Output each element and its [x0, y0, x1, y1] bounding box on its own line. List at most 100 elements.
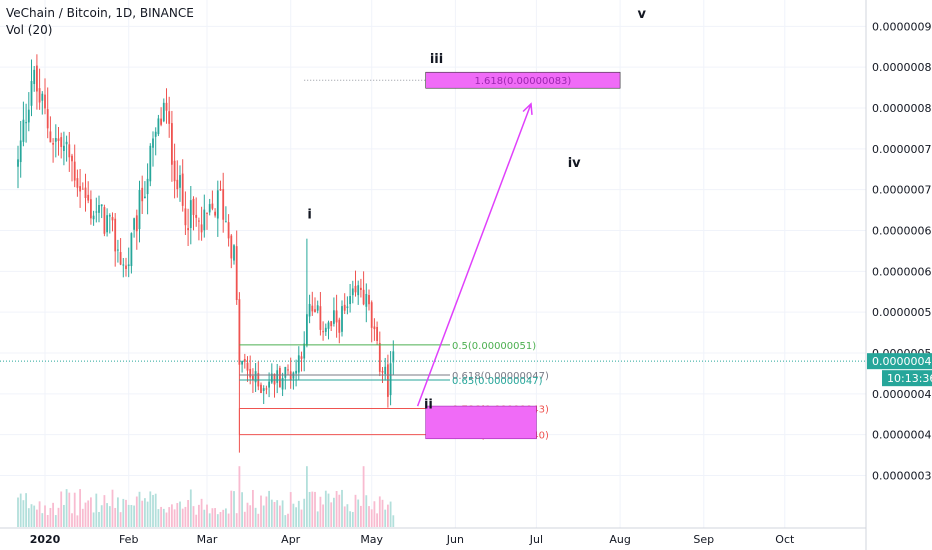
volume-bar — [346, 504, 349, 527]
volume-bar — [300, 509, 303, 527]
fib-level-label: 0.65(0.00000047) — [452, 376, 543, 387]
time-tick-label: Jul — [529, 533, 543, 546]
volume-bar — [44, 505, 46, 527]
wave-label: i — [307, 207, 311, 222]
candle-body — [222, 189, 225, 220]
price-tick-label: 0.00000070 — [872, 184, 932, 197]
volume-bar — [41, 513, 44, 527]
volume-bar — [95, 493, 98, 527]
candle-body — [117, 249, 119, 251]
candle-body — [252, 375, 254, 381]
candle-body — [206, 212, 208, 214]
price-tick-label: 0.00000065 — [872, 225, 932, 238]
volume-bar — [108, 506, 111, 527]
volume-bar — [117, 497, 119, 527]
time-axis[interactable]: 2020 Feb Mar Apr May Jun Jul Aug Sep Oct — [30, 533, 795, 546]
candle-body — [125, 265, 127, 269]
candle-body — [284, 366, 287, 378]
volume-bar — [373, 501, 376, 527]
candle-body — [141, 187, 144, 202]
volume-bar — [233, 491, 235, 527]
candle-body — [238, 299, 241, 365]
volume-bar — [343, 506, 346, 527]
volume-bar — [195, 514, 198, 527]
volume-bar — [335, 491, 338, 527]
volume-bar — [200, 498, 203, 527]
volume-bar — [289, 492, 292, 527]
volume-bar — [327, 493, 330, 527]
candle-body — [335, 310, 338, 323]
candle-body — [95, 211, 98, 213]
volume-bar — [149, 491, 152, 527]
candle-body — [208, 204, 211, 213]
candle-body — [389, 363, 392, 396]
volume-bar — [168, 507, 171, 527]
candle-body — [44, 94, 46, 109]
volume-bar — [181, 508, 184, 527]
volume-indicator-label[interactable]: Vol (20) — [6, 23, 53, 37]
candle-body — [324, 327, 327, 332]
candle-body — [230, 235, 233, 259]
candle-body — [381, 370, 384, 373]
volume-bar — [257, 513, 260, 527]
volume-bar — [306, 466, 308, 527]
volume-bar — [119, 512, 122, 527]
volume-bar — [243, 511, 246, 527]
last-price-label: 0.00000049 — [872, 355, 932, 368]
candle-body — [343, 304, 346, 311]
candle-body — [333, 310, 335, 324]
volume-bar — [71, 513, 73, 527]
wave-label: ii — [424, 398, 433, 413]
volume-bar — [360, 505, 362, 527]
candle-body — [227, 222, 230, 239]
candle-body — [265, 388, 268, 390]
volume-bar — [79, 489, 81, 527]
candle-body — [36, 65, 38, 92]
projection-drawings[interactable]: 1.618(0.00000083) — [304, 71, 621, 440]
candle-body — [100, 204, 103, 207]
price-tick-label: 0.00000075 — [872, 143, 932, 156]
volume-bar — [284, 515, 287, 527]
candle-body — [187, 228, 189, 231]
candle-body — [211, 203, 214, 209]
candle-body — [57, 138, 60, 141]
candle-body — [65, 141, 68, 145]
candle-body — [184, 208, 187, 226]
candle-body — [30, 81, 33, 106]
candle-body — [176, 179, 179, 190]
candle-body — [362, 289, 365, 305]
price-tick-label: 0.00000060 — [872, 265, 932, 278]
volume-bar — [17, 497, 19, 527]
price-tick-label: 0.00000055 — [872, 306, 932, 319]
volume-bar — [338, 494, 341, 527]
target-zone-box[interactable] — [425, 71, 621, 89]
volume-bar — [241, 492, 243, 527]
candle-body — [219, 189, 222, 191]
volume-bar — [49, 507, 52, 527]
volume-bar — [68, 492, 71, 527]
candle-body — [133, 218, 135, 230]
candle-body — [260, 384, 262, 393]
volume-bar — [184, 506, 187, 527]
support-zone-box[interactable] — [425, 405, 537, 440]
candle-body — [152, 138, 154, 148]
time-tick-label: May — [360, 533, 383, 546]
time-tick-label: 2020 — [30, 533, 61, 546]
volume-bar — [214, 508, 216, 527]
candle-body — [384, 366, 387, 375]
candle-body — [103, 207, 106, 234]
price-tick-label: 0.00000045 — [872, 388, 932, 401]
price-tick-label: 0.00000040 — [872, 429, 932, 442]
candle-body — [246, 362, 249, 371]
candle-body — [19, 140, 22, 163]
volume-bar — [100, 505, 103, 527]
volume-bar — [387, 504, 389, 527]
volume-bar — [179, 501, 181, 527]
candle-body — [241, 360, 243, 365]
symbol-title[interactable]: VeChain / Bitcoin, 1D, BINANCE — [6, 6, 194, 20]
projection-arrow[interactable] — [416, 103, 532, 407]
price-axis[interactable]: 0.000000350.000000400.000000450.00000050… — [867, 20, 932, 483]
volume-bar — [273, 501, 276, 527]
volume-bar — [122, 498, 125, 527]
